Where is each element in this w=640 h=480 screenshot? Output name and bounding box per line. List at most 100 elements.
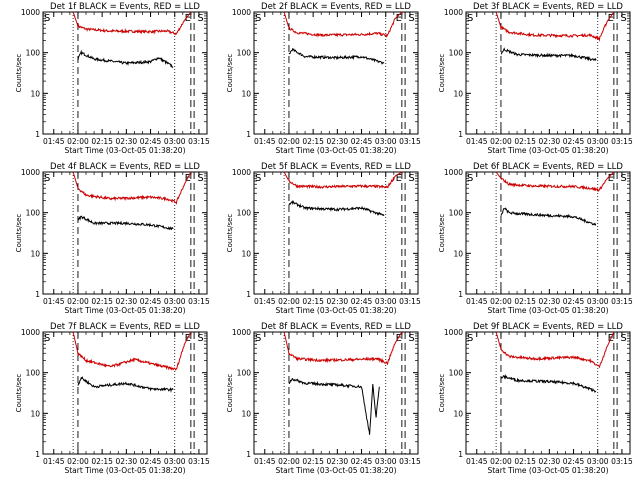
- y-tick-label: 10: [453, 409, 463, 418]
- end-marker-label: E: [608, 13, 614, 24]
- y-axis-label: Counts/sec: [226, 54, 234, 93]
- panel-det-7f: Det 7f BLACK = Events, RED = LLD 1 10 100 10…: [15, 322, 210, 475]
- y-tick-label: 100: [237, 209, 252, 218]
- panel-det-8f: Det 8f BLACK = Events, RED = LLD 1 10 100 10…: [226, 322, 421, 475]
- x-tick-label: 01:45: [254, 297, 276, 306]
- x-tick-label: 02:45: [351, 457, 373, 466]
- y-tick-label: 1: [458, 450, 463, 459]
- x-tick-label: 03:00: [164, 457, 186, 466]
- plot-frame: [42, 331, 208, 455]
- y-tick-label: 1: [246, 290, 251, 299]
- x-tick-label: 03:15: [611, 457, 633, 466]
- x-tick-label: 02:45: [140, 457, 162, 466]
- x-axis-label: Start Time (03-Oct-05 01:38:20): [64, 146, 185, 155]
- x-tick-label: 02:30: [327, 297, 349, 306]
- events-series-line: [77, 215, 174, 231]
- end-marker-label: E: [185, 13, 191, 24]
- lld-series-line: [495, 171, 615, 193]
- x-axis-label: Start Time (03-Oct-05 01:38:20): [64, 306, 185, 315]
- start-marker-label: S: [255, 333, 261, 344]
- end-marker-label: E: [396, 173, 402, 184]
- start-marker-label: S: [197, 13, 203, 24]
- x-tick-label: 02:00: [67, 457, 89, 466]
- x-tick-label: 02:45: [351, 137, 373, 146]
- x-tick-label: 03:00: [164, 137, 186, 146]
- y-tick-label: 1000: [232, 328, 251, 337]
- x-tick-label: 02:00: [278, 297, 300, 306]
- x-tick-label: 02:00: [490, 137, 512, 146]
- y-tick-label: 1000: [232, 8, 251, 17]
- y-tick-label: 100: [26, 49, 41, 58]
- lld-series-line: [283, 171, 403, 190]
- y-tick-label: 100: [26, 369, 41, 378]
- events-series-line: [77, 49, 174, 68]
- start-marker-label: S: [408, 13, 414, 24]
- x-axis-label: Start Time (03-Oct-05 01:38:20): [487, 146, 608, 155]
- y-tick-label: 1000: [444, 168, 463, 177]
- plot-frame: [42, 11, 208, 135]
- x-tick-label: 01:45: [466, 137, 488, 146]
- x-tick-label: 03:00: [587, 457, 609, 466]
- lld-series-line: [72, 171, 192, 205]
- y-tick-label: 100: [237, 49, 252, 58]
- y-tick-label: 10: [30, 249, 40, 258]
- x-tick-label: 03:15: [188, 137, 210, 146]
- x-tick-label: 02:00: [278, 137, 300, 146]
- lld-series-line: [495, 331, 615, 369]
- x-tick-label: 01:45: [43, 457, 65, 466]
- y-tick-label: 1000: [444, 328, 463, 337]
- x-tick-label: 03:00: [587, 297, 609, 306]
- y-tick-label: 10: [241, 249, 251, 258]
- x-tick-label: 03:15: [399, 457, 421, 466]
- x-tick-label: 01:45: [43, 297, 65, 306]
- x-tick-label: 02:15: [514, 457, 536, 466]
- x-tick-label: 01:45: [254, 137, 276, 146]
- x-tick-label: 02:15: [302, 457, 324, 466]
- start-marker-label: S: [467, 333, 473, 344]
- x-tick-label: 02:45: [140, 297, 162, 306]
- y-tick-label: 10: [30, 89, 40, 98]
- x-tick-label: 02:45: [140, 137, 162, 146]
- panel-det-6f: Det 6f BLACK = Events, RED = LLD 1 10 100 10…: [438, 162, 633, 315]
- start-marker-label: S: [255, 13, 261, 24]
- y-tick-label: 1: [35, 130, 40, 139]
- y-tick-label: 10: [453, 249, 463, 258]
- start-marker-label: S: [44, 13, 50, 24]
- x-tick-label: 03:00: [375, 457, 397, 466]
- y-tick-label: 1000: [232, 168, 251, 177]
- x-tick-label: 03:15: [399, 137, 421, 146]
- x-tick-label: 02:45: [563, 297, 585, 306]
- y-axis-label: Counts/sec: [438, 54, 446, 93]
- start-marker-label: S: [467, 13, 473, 24]
- start-marker-label: S: [408, 173, 414, 184]
- x-tick-label: 03:15: [611, 297, 633, 306]
- plot-frame: [253, 331, 419, 455]
- x-tick-label: 02:45: [563, 457, 585, 466]
- x-tick-label: 01:45: [254, 457, 276, 466]
- x-axis-label: Start Time (03-Oct-05 01:38:20): [275, 146, 396, 155]
- start-marker-label: S: [467, 173, 473, 184]
- x-tick-label: 02:30: [116, 457, 138, 466]
- start-marker-label: S: [44, 333, 50, 344]
- panel-det-5f: Det 5f BLACK = Events, RED = LLD 1 10 100 10…: [226, 162, 421, 315]
- x-tick-label: 03:15: [611, 137, 633, 146]
- x-tick-label: 03:00: [164, 297, 186, 306]
- start-marker-label: S: [620, 13, 626, 24]
- y-tick-label: 1: [246, 130, 251, 139]
- x-tick-label: 02:15: [91, 137, 113, 146]
- x-tick-label: 02:30: [539, 457, 561, 466]
- x-tick-label: 02:00: [490, 297, 512, 306]
- y-tick-label: 1: [35, 290, 40, 299]
- panel-det-2f: Det 2f BLACK = Events, RED = LLD 1 10 100 10…: [226, 2, 421, 155]
- events-series-line: [500, 47, 597, 62]
- y-tick-label: 100: [449, 209, 464, 218]
- x-axis-label: Start Time (03-Oct-05 01:38:20): [64, 466, 185, 475]
- x-tick-label: 01:45: [466, 297, 488, 306]
- start-marker-label: S: [408, 333, 414, 344]
- lld-series-line: [283, 331, 403, 366]
- x-tick-label: 02:00: [67, 137, 89, 146]
- y-tick-label: 1000: [21, 328, 40, 337]
- lld-series-line: [283, 11, 403, 38]
- x-tick-label: 02:30: [539, 137, 561, 146]
- start-marker-label: S: [255, 173, 261, 184]
